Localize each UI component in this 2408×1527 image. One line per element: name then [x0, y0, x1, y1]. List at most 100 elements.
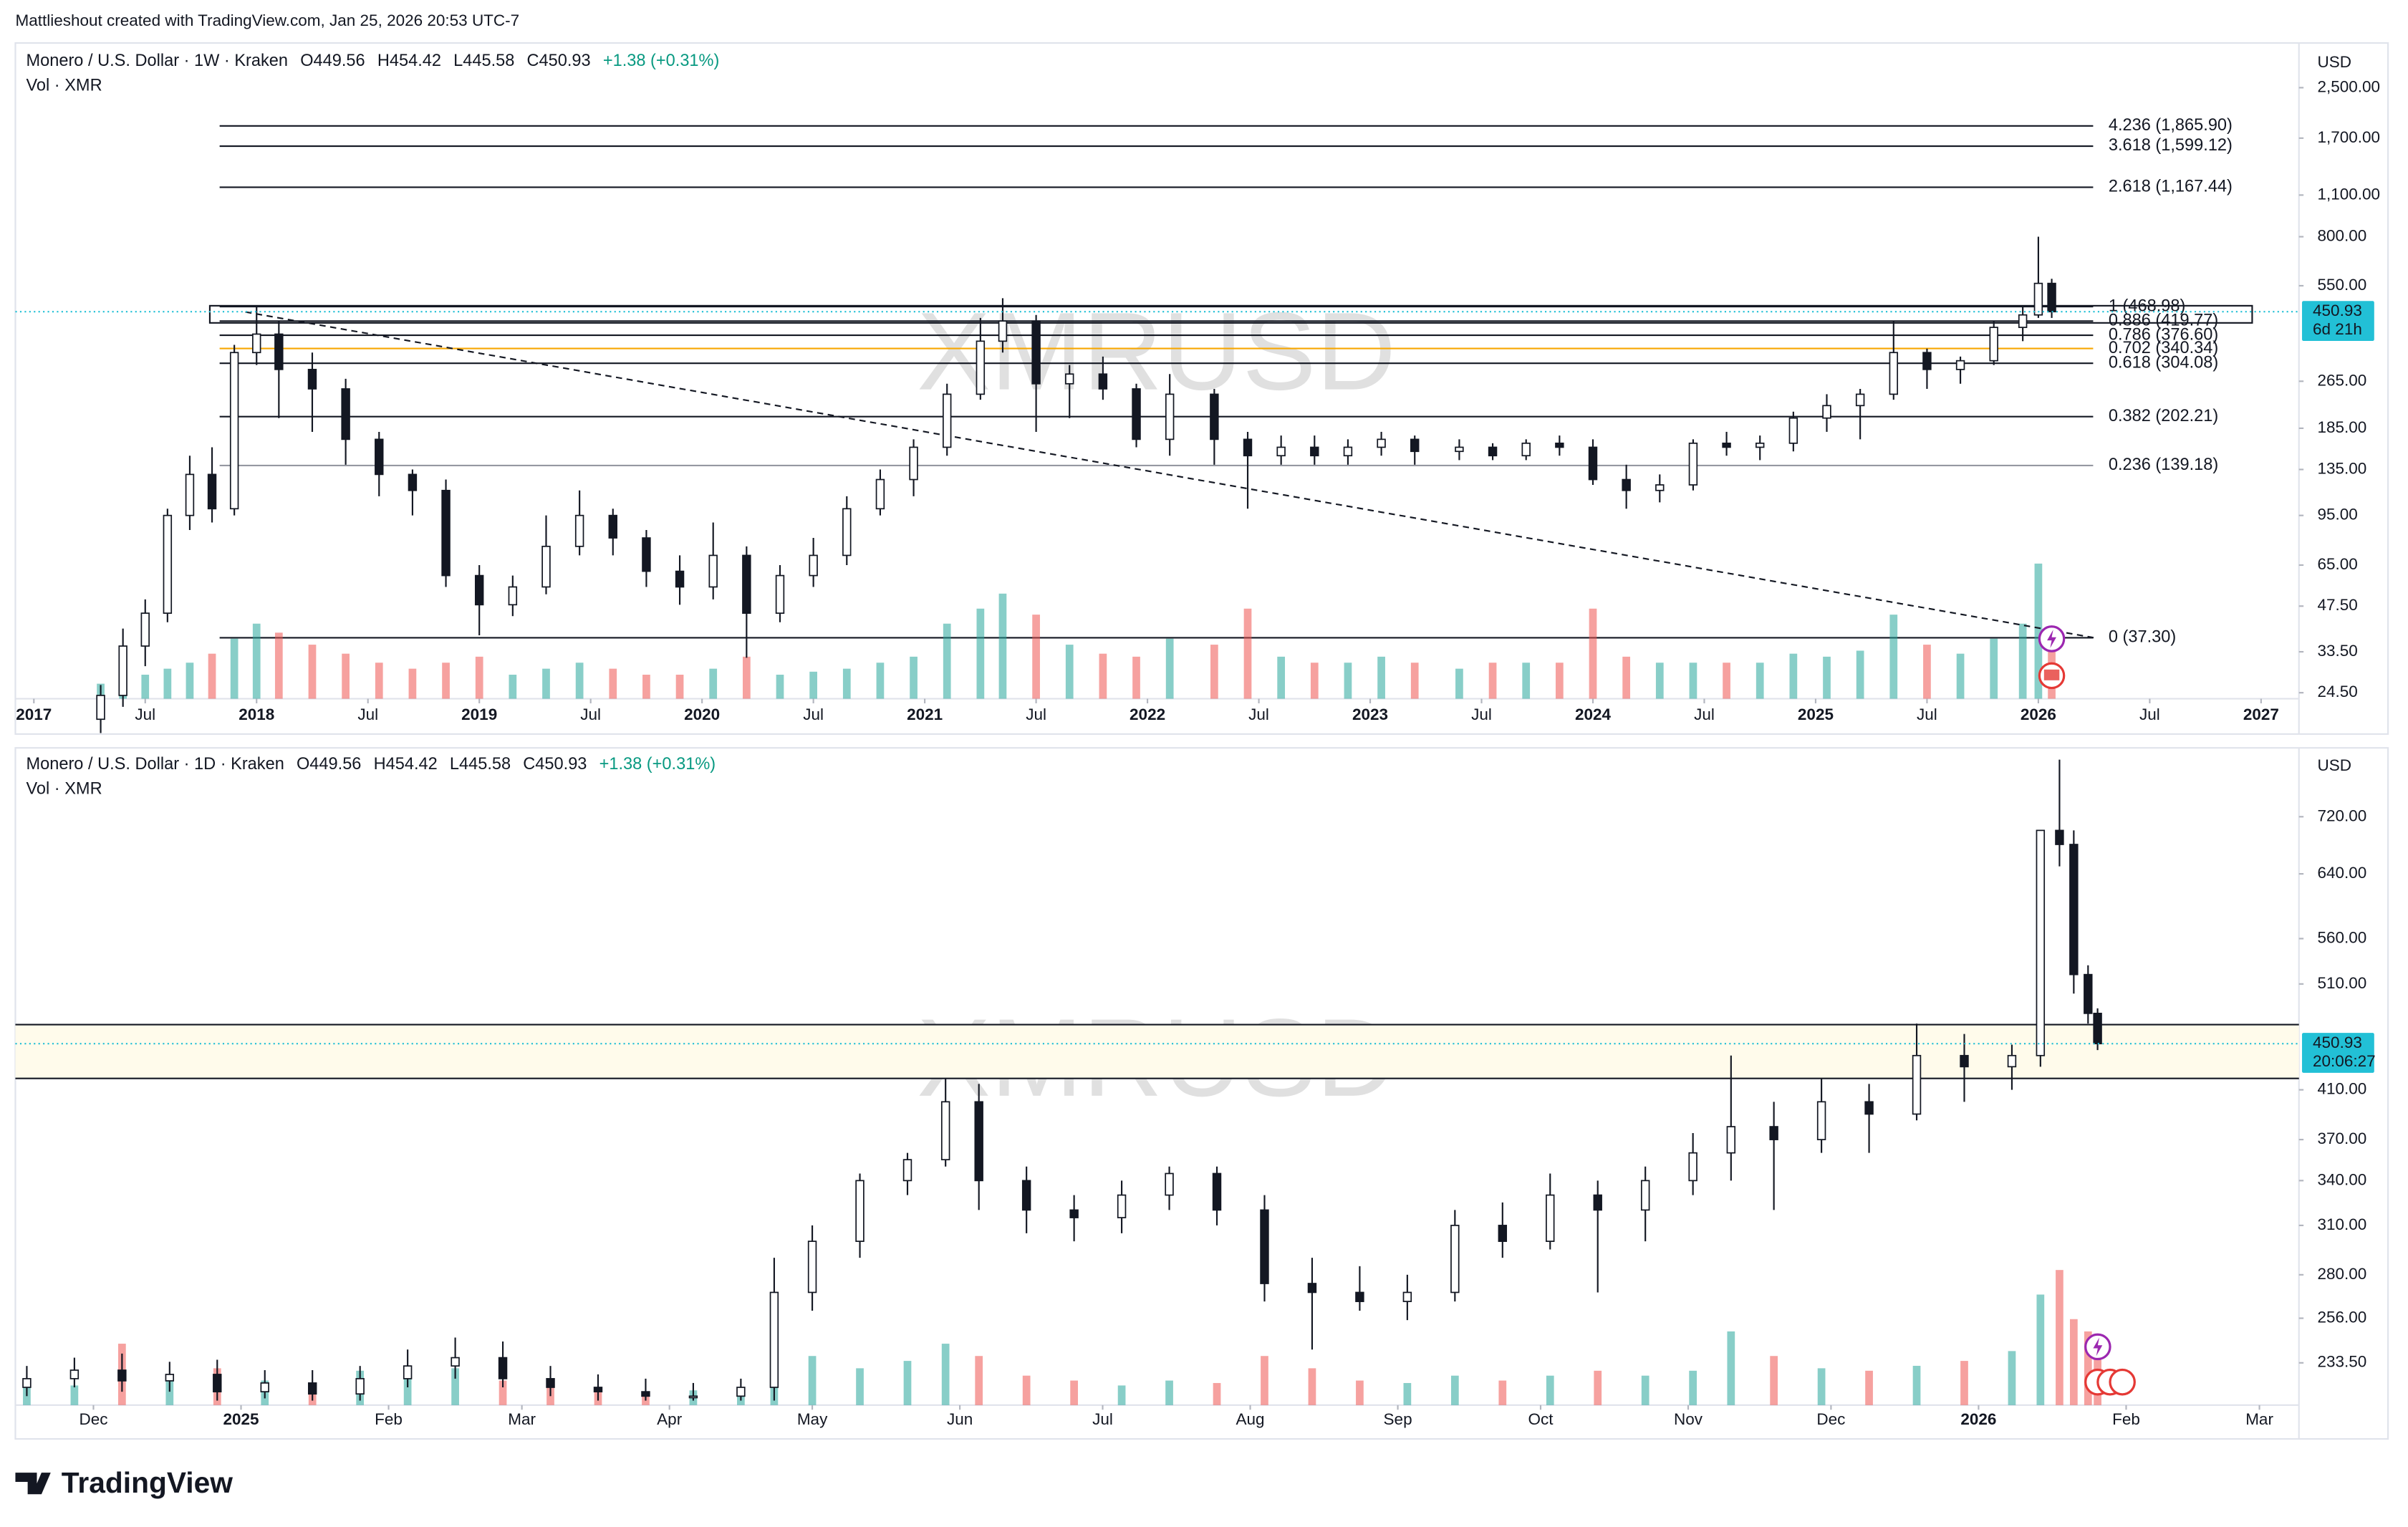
candle-body: [608, 514, 617, 539]
volume-bar: [1990, 638, 1998, 699]
event-icon-glyph: [2047, 630, 2056, 648]
candle-body: [1755, 442, 1765, 448]
volume-bar: [1210, 645, 1218, 699]
candle-body: [1031, 320, 1041, 385]
volume-bar: [1546, 1375, 1554, 1405]
candle-body: [1521, 442, 1531, 457]
volume-bar: [1522, 663, 1531, 699]
candle-body: [1069, 1209, 1079, 1218]
candle-body: [1377, 438, 1386, 448]
volume-bar: [1099, 653, 1107, 699]
candle-body: [902, 1159, 912, 1182]
volume-bar: [186, 663, 194, 699]
x-tick-label: Jul: [1248, 705, 1269, 723]
x-tick-label: 2020: [684, 705, 720, 723]
y-tick-label: 280.00: [2317, 1265, 2366, 1283]
volume-bar: [342, 653, 350, 699]
x-tick-label: Jul: [803, 705, 824, 723]
volume-bar: [856, 1368, 864, 1405]
y-tick-label: 135.00: [2317, 459, 2366, 477]
last-price-tag: [2302, 301, 2374, 341]
volume-bar: [1789, 653, 1798, 699]
volume-bar: [1594, 1370, 1602, 1405]
x-tick-label: 2026: [2021, 705, 2056, 723]
y-tick-label: 550.00: [2317, 276, 2366, 294]
x-tick-label: Mar: [508, 1410, 536, 1428]
zone: [208, 304, 2253, 324]
level-label: 0.382 (202.21): [2109, 406, 2218, 425]
volume-bar: [642, 675, 650, 699]
candle-body: [976, 340, 986, 395]
candle-body: [574, 514, 584, 547]
candle-body: [1165, 393, 1175, 440]
volume-bar: [1589, 608, 1597, 699]
x-tick-label: Jul: [357, 705, 378, 723]
volume-bar: [1165, 1380, 1173, 1405]
y-tick-label: 265.00: [2317, 371, 2366, 389]
candle-body: [742, 554, 751, 614]
volume-bar: [451, 1368, 459, 1405]
volume-bar: [1213, 1382, 1221, 1405]
volume-bar: [1756, 663, 1764, 699]
footer-logo: TradingView: [15, 1466, 233, 1499]
volume-bar: [1689, 663, 1697, 699]
volume-bar: [709, 668, 718, 699]
currency[interactable]: USD: [2317, 756, 2351, 774]
level-label: 0.886 (419.77): [2109, 311, 2218, 329]
x-tick-label: Dec: [79, 1410, 107, 1428]
volume-bar: [1243, 608, 1252, 699]
last-price-label: 450.93: [2313, 1034, 2362, 1051]
candle-body: [140, 612, 150, 647]
candle-body: [1488, 446, 1498, 457]
candle-body: [1410, 438, 1420, 453]
volume-legend: Vol · XMR: [26, 779, 102, 797]
candle-body: [1989, 327, 1998, 362]
x-tick-label: Jul: [1917, 705, 1937, 723]
candle-body: [1688, 442, 1698, 486]
volume-bar: [1923, 645, 1931, 699]
volume-bar: [1641, 1375, 1650, 1405]
candle-body: [708, 554, 718, 588]
countdown: 6d 21h: [2313, 320, 2362, 338]
volume-bar: [742, 656, 751, 699]
candle-body: [593, 1387, 603, 1392]
volume-bar: [1403, 1382, 1412, 1405]
volume-bar: [609, 668, 617, 699]
volume-bar: [1865, 1370, 1873, 1405]
x-tick-label: Jul: [1092, 1410, 1113, 1428]
level-label: 0 (37.30): [2109, 627, 2176, 646]
candle-body: [842, 508, 852, 557]
volume-bar: [163, 668, 172, 699]
volume-bar: [403, 1375, 412, 1405]
candle-body: [1310, 446, 1319, 457]
event-icon: [2109, 1368, 2136, 1396]
currency[interactable]: USD: [2317, 53, 2351, 71]
volume-bar: [1488, 663, 1497, 699]
candle-body: [1098, 373, 1108, 390]
candle-body: [1864, 1101, 1874, 1115]
volume-bar: [776, 675, 784, 699]
volume-bar: [1655, 663, 1664, 699]
volume-bar: [70, 1385, 79, 1405]
event-icons: [2038, 625, 2136, 1396]
candle-body: [1593, 1194, 1602, 1211]
candle-body: [1889, 352, 1899, 395]
candle-body: [185, 473, 195, 516]
volume-bar: [1912, 1365, 1921, 1405]
candle-body: [2018, 314, 2028, 328]
x-tick-label: Jul: [1471, 705, 1492, 723]
volume-bar: [1450, 1375, 1459, 1405]
candle-body: [307, 368, 317, 390]
volume-bar: [1622, 656, 1631, 699]
candle-body: [2084, 973, 2093, 1014]
candle-body: [1769, 1126, 1778, 1140]
volume-bar: [1823, 656, 1831, 699]
x-tick-label: Aug: [1236, 1410, 1265, 1428]
y-tick-label: 185.00: [2317, 418, 2366, 436]
y-tick-label: 256.00: [2317, 1308, 2366, 1326]
x-tick-label: 2017: [16, 705, 52, 723]
x-tick-label: 2021: [907, 705, 943, 723]
